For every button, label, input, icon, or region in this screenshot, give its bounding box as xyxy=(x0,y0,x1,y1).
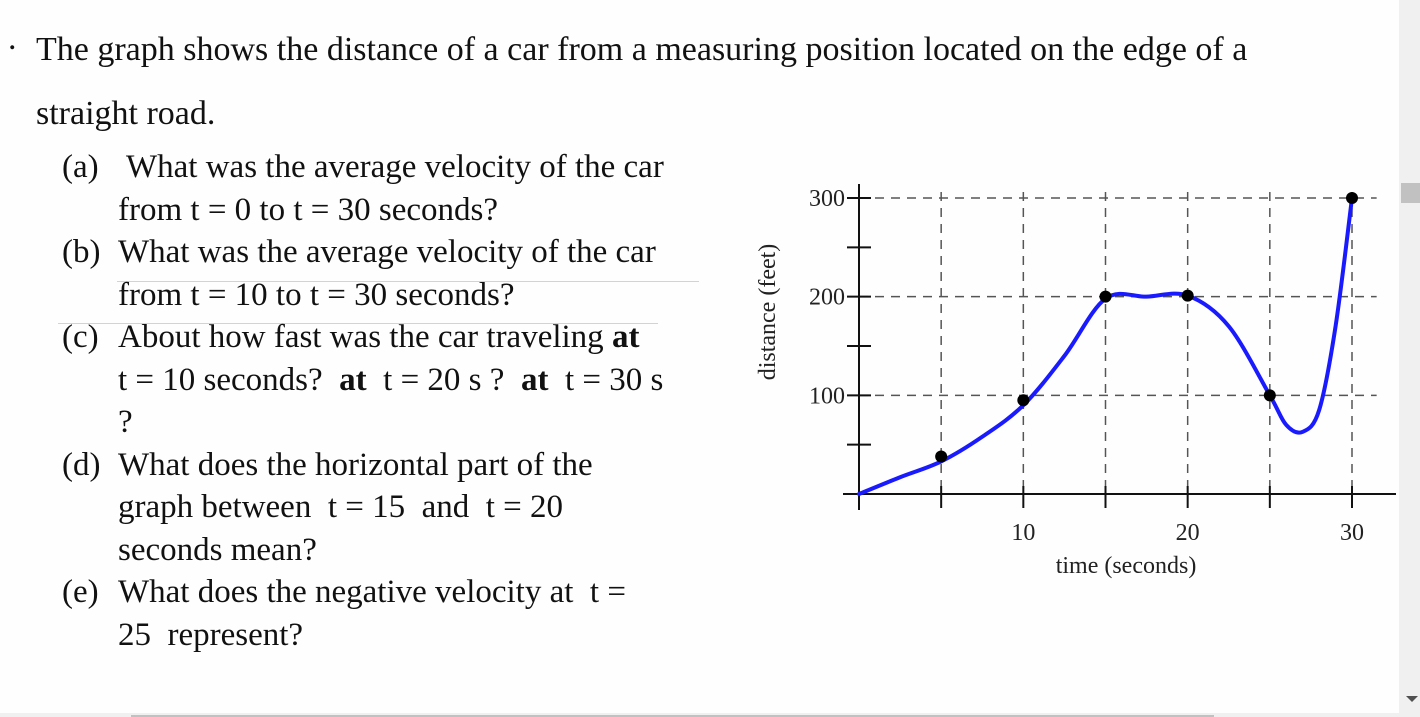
part-label: (d) xyxy=(62,446,101,483)
part-label: (c) xyxy=(62,319,99,355)
x-tick-label: 20 xyxy=(1176,520,1200,546)
data-point-marker xyxy=(935,450,948,463)
part-label: (a) xyxy=(62,149,99,185)
data-point-marker xyxy=(1181,289,1194,302)
part-c: (c) About how fast was the car traveling… xyxy=(62,316,742,444)
intro-line-1: The graph shows the distance of a car fr… xyxy=(36,31,1248,68)
part-b: (b) What was the average velocity of the… xyxy=(62,231,742,316)
data-point-marker xyxy=(1346,192,1358,204)
part-e: (e) What does the negative velocity at t… xyxy=(62,571,742,656)
horizontal-scrollbar-thumb[interactable] xyxy=(131,715,1214,717)
y-tick-label: 300 xyxy=(809,186,845,212)
chart-marked-points xyxy=(935,192,1358,463)
question-parts: (a) What was the average velocity of the… xyxy=(62,146,742,656)
chart-tick-labels: 10 20 30 100 200 300 xyxy=(809,186,1364,546)
vertical-scrollbar-track[interactable] xyxy=(1399,0,1420,717)
y-tick-label: 100 xyxy=(809,383,845,409)
scroll-down-arrow-icon[interactable] xyxy=(1406,696,1418,702)
data-point-marker xyxy=(1263,389,1276,402)
faint-rule-line xyxy=(117,281,699,282)
data-point-marker xyxy=(1099,290,1112,303)
faint-rule-line xyxy=(58,323,658,324)
question-intro: The graph shows the distance of a car fr… xyxy=(36,18,1366,146)
x-axis-label: time (seconds) xyxy=(1056,553,1197,579)
part-a: (a) What was the average velocity of the… xyxy=(62,146,742,231)
y-axis-label: distance (feet) xyxy=(755,244,781,381)
part-d: (d) What does the horizontal part of the… xyxy=(62,444,742,572)
question-number-marker: . xyxy=(8,20,17,57)
distance-curve xyxy=(857,196,1354,496)
intro-line-2: straight road. xyxy=(36,95,216,132)
vertical-scrollbar-thumb[interactable] xyxy=(1401,183,1420,203)
chart-grid xyxy=(859,192,1377,494)
data-point-marker xyxy=(1017,394,1030,407)
x-tick-label: 10 xyxy=(1011,520,1035,546)
x-tick-label: 30 xyxy=(1340,520,1364,546)
part-label: (b) xyxy=(62,234,101,270)
part-label: (e) xyxy=(62,574,99,610)
y-tick-label: 200 xyxy=(809,285,845,311)
chart-axes xyxy=(843,184,1396,510)
